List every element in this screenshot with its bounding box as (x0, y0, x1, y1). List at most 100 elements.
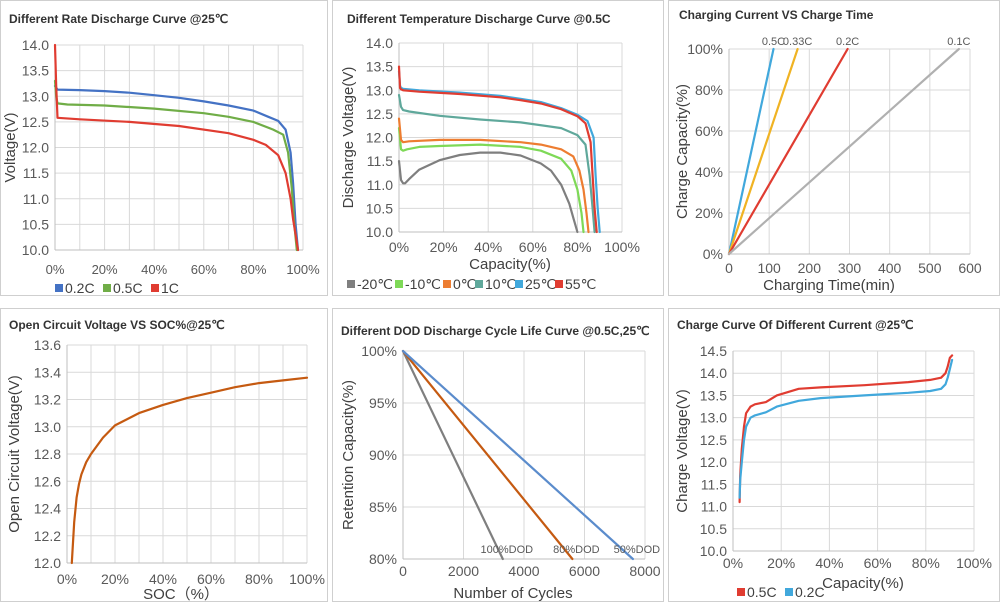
series-annotation: 0.2C (836, 36, 859, 48)
chart-dod-cycle-life: Different DOD Discharge Cycle Life Curve… (340, 324, 661, 602)
series-annotation: 50%DOD (614, 544, 661, 556)
legend-swatch (347, 280, 355, 288)
y-tick-label: 12.4 (34, 501, 61, 517)
series-line-0-1c (727, 47, 960, 256)
panel-temperature-discharge: Different Temperature Discharge Curve @0… (332, 0, 664, 296)
x-tick-label: 200 (798, 260, 822, 276)
y-axis-label: Open Circuit Voltage(V) (6, 375, 23, 533)
x-axis-label: Charging Time(min) (763, 277, 895, 294)
series-line-55- (397, 65, 598, 234)
y-tick-label: 13.5 (700, 387, 727, 403)
y-tick-label: 100% (361, 343, 397, 359)
series-line-0-33c (727, 47, 799, 256)
legend-swatch (395, 280, 403, 288)
x-tick-label: 300 (838, 260, 862, 276)
y-tick-label: 20% (695, 205, 723, 221)
y-tick-label: 13.5 (366, 59, 393, 75)
legend-label: -10℃ (405, 276, 441, 292)
panel-charge-curve: Charge Curve Of Different Current @25℃ 14… (668, 308, 1000, 602)
y-tick-label: 12.0 (366, 130, 393, 146)
legend-swatch (103, 284, 111, 292)
y-tick-label: 11.5 (23, 165, 49, 181)
y-tick-label: 10.5 (700, 521, 727, 537)
x-tick-label: 0 (725, 260, 733, 276)
x-tick-label: 40% (815, 555, 843, 571)
x-axis-label: Capacity(%) (822, 575, 904, 592)
x-tick-label: 20% (92, 262, 118, 277)
legend-label: 55℃ (565, 276, 596, 292)
y-tick-label: 12.5 (366, 106, 393, 122)
y-tick-label: 40% (695, 164, 723, 180)
y-tick-label: 0% (703, 246, 723, 262)
y-tick-label: 12.2 (34, 528, 61, 544)
y-tick-label: 13.0 (22, 88, 49, 104)
y-tick-label: 13.4 (34, 364, 61, 380)
chart-rate-discharge: Different Rate Discharge Curve @25℃ 14.0 1… (2, 12, 320, 296)
y-tick-label: 13.2 (34, 392, 61, 408)
panel-rate-discharge: Different Rate Discharge Curve @25℃ 14.0 1… (0, 0, 328, 296)
y-tick-label: 10.5 (22, 216, 49, 232)
series-line-0-5c (738, 354, 954, 504)
series-line--10- (397, 126, 585, 234)
y-tick-label: 10.0 (366, 224, 393, 240)
legend-label: 1C (161, 280, 179, 296)
x-tick-label: 20% (767, 555, 795, 571)
series-line-0- (397, 117, 590, 234)
y-tick-label: 12.6 (34, 473, 61, 489)
x-tick-label: 100% (604, 239, 640, 255)
y-tick-label: 12.0 (34, 555, 61, 571)
x-tick-label: 40% (141, 262, 167, 277)
y-tick-label: 12.0 (700, 454, 727, 470)
y-tick-label: 85% (369, 499, 397, 515)
y-tick-label: 90% (369, 447, 397, 463)
y-tick-label: 14.0 (700, 365, 727, 381)
series-annotation: 0.1C (947, 36, 970, 48)
x-tick-label: 80% (245, 571, 273, 587)
x-tick-label: 0% (389, 239, 409, 255)
y-tick-label: 10.0 (22, 242, 49, 258)
x-tick-label: 0% (46, 262, 65, 277)
series-line-0-5c (53, 79, 298, 252)
series-line-50-dod (401, 349, 634, 561)
series-line--20- (397, 151, 579, 234)
x-tick-label: 80% (240, 262, 266, 277)
x-tick-label: 100% (286, 262, 320, 277)
series-line-ocv (70, 376, 309, 565)
series-line-1c (53, 43, 300, 252)
legend-label: 0.2C (795, 584, 825, 600)
y-tick-label: 11.5 (701, 476, 727, 492)
legend-swatch (151, 284, 159, 292)
y-axis-label: Retention Capacity(%) (340, 380, 357, 530)
legend-swatch (737, 588, 745, 596)
series-line-0-5c (727, 47, 775, 256)
chart-title: Open Circuit Voltage VS SOC%@25℃ (9, 318, 225, 332)
x-tick-label: 2000 (448, 563, 479, 579)
series-annotation: 100%DOD (481, 544, 534, 556)
y-tick-label: 11.0 (23, 191, 49, 207)
x-tick-label: 60% (519, 239, 547, 255)
x-tick-label: 40% (149, 571, 177, 587)
x-tick-label: 0 (399, 563, 407, 579)
series-annotation: 0.33C (783, 36, 812, 48)
x-tick-label: 600 (958, 260, 982, 276)
y-tick-label: 80% (369, 551, 397, 567)
legend-label: -20℃ (357, 276, 393, 292)
y-tick-label: 12.5 (22, 114, 49, 130)
legend-swatch (443, 280, 451, 288)
chart-title: Different Rate Discharge Curve @25℃ (9, 12, 228, 26)
y-tick-label: 13.0 (34, 419, 61, 435)
y-tick-label: 13.6 (34, 337, 61, 353)
legend-swatch (475, 280, 483, 288)
chart-title: Different Temperature Discharge Curve @0… (347, 12, 611, 26)
y-tick-label: 100% (687, 41, 723, 57)
x-tick-label: 100% (289, 571, 325, 587)
y-tick-label: 14.0 (366, 35, 393, 51)
series-line-0-2c (727, 47, 849, 256)
series-line-80-dod (401, 349, 574, 561)
y-tick-label: 80% (695, 82, 723, 98)
chart-title: Different DOD Discharge Cycle Life Curve… (341, 324, 650, 338)
y-tick-label: 12.0 (22, 140, 49, 156)
x-tick-label: 40% (474, 239, 502, 255)
y-axis-label: Discharge Voltage(V) (340, 67, 357, 209)
chart-temperature-discharge: Different Temperature Discharge Curve @0… (340, 12, 640, 292)
